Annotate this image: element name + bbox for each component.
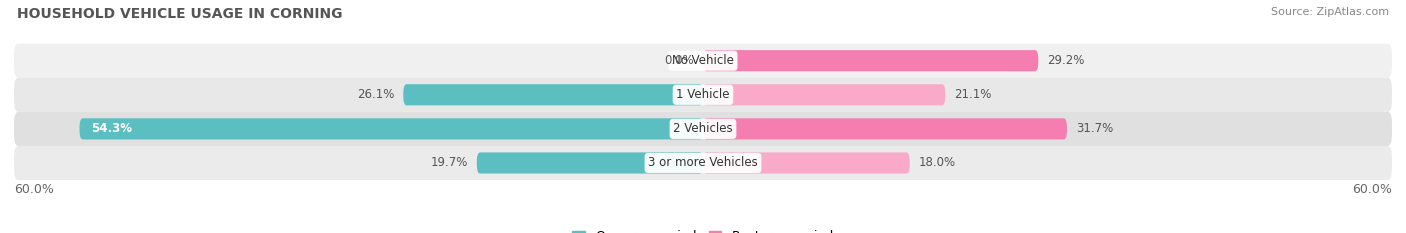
Text: 3 or more Vehicles: 3 or more Vehicles bbox=[648, 157, 758, 169]
Text: 26.1%: 26.1% bbox=[357, 88, 394, 101]
Text: No Vehicle: No Vehicle bbox=[672, 54, 734, 67]
FancyBboxPatch shape bbox=[404, 84, 703, 105]
Text: 54.3%: 54.3% bbox=[91, 122, 132, 135]
Text: 60.0%: 60.0% bbox=[1353, 183, 1392, 196]
Text: 31.7%: 31.7% bbox=[1076, 122, 1114, 135]
Text: 2 Vehicles: 2 Vehicles bbox=[673, 122, 733, 135]
FancyBboxPatch shape bbox=[80, 118, 703, 140]
Text: HOUSEHOLD VEHICLE USAGE IN CORNING: HOUSEHOLD VEHICLE USAGE IN CORNING bbox=[17, 7, 343, 21]
Text: 21.1%: 21.1% bbox=[955, 88, 991, 101]
Text: 1 Vehicle: 1 Vehicle bbox=[676, 88, 730, 101]
Text: 29.2%: 29.2% bbox=[1047, 54, 1085, 67]
Legend: Owner-occupied, Renter-occupied: Owner-occupied, Renter-occupied bbox=[568, 225, 838, 233]
Text: 60.0%: 60.0% bbox=[14, 183, 53, 196]
Text: Source: ZipAtlas.com: Source: ZipAtlas.com bbox=[1271, 7, 1389, 17]
FancyBboxPatch shape bbox=[14, 78, 1392, 112]
FancyBboxPatch shape bbox=[14, 112, 1392, 146]
FancyBboxPatch shape bbox=[14, 146, 1392, 180]
FancyBboxPatch shape bbox=[703, 84, 945, 105]
Text: 0.0%: 0.0% bbox=[664, 54, 693, 67]
FancyBboxPatch shape bbox=[703, 50, 1038, 71]
FancyBboxPatch shape bbox=[14, 44, 1392, 78]
FancyBboxPatch shape bbox=[703, 152, 910, 174]
Text: 19.7%: 19.7% bbox=[430, 157, 468, 169]
FancyBboxPatch shape bbox=[477, 152, 703, 174]
FancyBboxPatch shape bbox=[703, 118, 1067, 140]
Text: 18.0%: 18.0% bbox=[920, 157, 956, 169]
